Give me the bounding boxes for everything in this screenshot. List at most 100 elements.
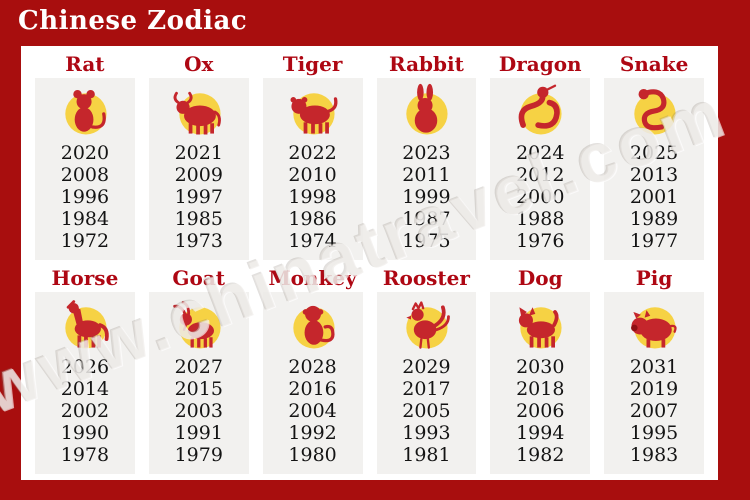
- zodiac-column: 2028 2016 2004 1992 1980: [262, 292, 363, 474]
- zodiac-year: 2030: [516, 356, 565, 378]
- zodiac-year: 1989: [629, 208, 679, 230]
- monkey-icon: [263, 296, 363, 356]
- zodiac-year: 1978: [60, 444, 110, 466]
- zodiac-animal-name: Rabbit: [388, 52, 464, 76]
- zodiac-year: 2029: [402, 356, 451, 378]
- zodiac-year: 1987: [402, 208, 451, 230]
- zodiac-animal-name: Tiger: [282, 52, 343, 76]
- zodiac-year: 1980: [288, 444, 337, 466]
- zodiac-year: 1976: [516, 230, 565, 252]
- zodiac-cell: Monkey 2028 2016 2004 1992 1980: [262, 266, 363, 474]
- zodiac-year: 2031: [629, 356, 679, 378]
- zodiac-column: 2024 2012 2000 1988 1976: [490, 78, 591, 260]
- zodiac-year: 1996: [60, 186, 110, 208]
- zodiac-year: 2021: [174, 142, 223, 164]
- dragon-icon: [490, 82, 590, 142]
- zodiac-year: 2006: [516, 400, 565, 422]
- zodiac-cell: Rat 2020 2008 1996 1984 1972: [35, 52, 135, 260]
- zodiac-year: 1999: [402, 186, 451, 208]
- zodiac-cell: Dragon 2024 2012 2000 1988 1976: [490, 52, 591, 260]
- zodiac-year: 1982: [516, 444, 565, 466]
- zodiac-grid: Rat 2020 2008 1996 1984 1972 Ox 2021 2009 1997…: [35, 52, 704, 474]
- zodiac-cell: Goat 2027 2015 2003 1991 1979: [148, 266, 249, 474]
- zodiac-year: 2005: [402, 400, 451, 422]
- zodiac-year: 2028: [288, 356, 337, 378]
- zodiac-year: 2026: [60, 356, 110, 378]
- zodiac-year: 2027: [174, 356, 223, 378]
- zodiac-years-list: 2028 2016 2004 1992 1980: [263, 356, 363, 466]
- zodiac-year: 1975: [402, 230, 451, 252]
- zodiac-year: 2025: [629, 142, 679, 164]
- zodiac-year: 2009: [174, 164, 223, 186]
- zodiac-animal-name: Goat: [172, 266, 226, 290]
- zodiac-years-list: 2023 2011 1999 1987 1975: [377, 142, 477, 252]
- zodiac-cell: Dog 2030 2018 2006 1994 1982: [490, 266, 591, 474]
- zodiac-years-list: 2021 2009 1997 1985 1973: [149, 142, 249, 252]
- zodiac-year: 1994: [516, 422, 565, 444]
- rat-icon: [35, 82, 135, 142]
- zodiac-year: 2024: [516, 142, 565, 164]
- zodiac-year: 2002: [60, 400, 110, 422]
- zodiac-year: 1997: [174, 186, 223, 208]
- zodiac-year: 1991: [174, 422, 223, 444]
- zodiac-cell: Horse 2026 2014 2002 1990 1978: [35, 266, 135, 474]
- zodiac-animal-name: Horse: [51, 266, 119, 290]
- zodiac-year: 1985: [174, 208, 223, 230]
- zodiac-animal-name: Dog: [517, 266, 563, 290]
- zodiac-year: 2015: [174, 378, 223, 400]
- zodiac-year: 2007: [629, 400, 679, 422]
- zodiac-animal-name: Ox: [184, 52, 214, 76]
- zodiac-year: 2012: [516, 164, 565, 186]
- page-title: Chinese Zodiac: [18, 6, 248, 36]
- rooster-icon: [377, 296, 477, 356]
- zodiac-cell: Rooster 2029 2017 2005 1993 1981: [376, 266, 477, 474]
- zodiac-years-list: 2020 2008 1996 1984 1972: [35, 142, 135, 252]
- zodiac-animal-name: Monkey: [268, 266, 357, 290]
- zodiac-year: 1977: [629, 230, 679, 252]
- zodiac-year: 2004: [288, 400, 337, 422]
- zodiac-cell: Pig 2031 2019 2007 1995 1983: [604, 266, 704, 474]
- zodiac-year: 1995: [629, 422, 679, 444]
- zodiac-year: 1984: [60, 208, 110, 230]
- zodiac-column: 2023 2011 1999 1987 1975: [376, 78, 477, 260]
- zodiac-panel: Rat 2020 2008 1996 1984 1972 Ox 2021 2009 1997…: [21, 46, 718, 480]
- zodiac-years-list: 2025 2013 2001 1989 1977: [604, 142, 704, 252]
- zodiac-year: 1988: [516, 208, 565, 230]
- zodiac-column: 2021 2009 1997 1985 1973: [148, 78, 249, 260]
- zodiac-year: 2008: [60, 164, 110, 186]
- zodiac-years-list: 2026 2014 2002 1990 1978: [35, 356, 135, 466]
- zodiac-year: 1983: [629, 444, 679, 466]
- zodiac-animal-name: Dragon: [498, 52, 582, 76]
- zodiac-year: 2022: [288, 142, 337, 164]
- zodiac-cell: Rabbit 2023 2011 1999 1987 1975: [376, 52, 477, 260]
- tiger-icon: [263, 82, 363, 142]
- zodiac-year: 2011: [402, 164, 451, 186]
- zodiac-years-list: 2027 2015 2003 1991 1979: [149, 356, 249, 466]
- zodiac-cell: Ox 2021 2009 1997 1985 1973: [148, 52, 249, 260]
- zodiac-column: 2030 2018 2006 1994 1982: [490, 292, 591, 474]
- zodiac-animal-name: Pig: [635, 266, 673, 290]
- zodiac-cell: Tiger 2022 2010 1998 1986 1974: [262, 52, 363, 260]
- zodiac-years-list: 2029 2017 2005 1993 1981: [377, 356, 477, 466]
- zodiac-years-list: 2030 2018 2006 1994 1982: [490, 356, 590, 466]
- dog-icon: [490, 296, 590, 356]
- zodiac-year: 1986: [288, 208, 337, 230]
- zodiac-year: 2020: [60, 142, 110, 164]
- zodiac-animal-name: Rooster: [382, 266, 470, 290]
- zodiac-year: 1979: [174, 444, 223, 466]
- zodiac-year: 2000: [516, 186, 565, 208]
- zodiac-year: 2018: [516, 378, 565, 400]
- zodiac-year: 2014: [60, 378, 110, 400]
- zodiac-year: 1990: [60, 422, 110, 444]
- snake-icon: [604, 82, 704, 142]
- rabbit-icon: [377, 82, 477, 142]
- ox-icon: [149, 82, 249, 142]
- zodiac-years-list: 2024 2012 2000 1988 1976: [490, 142, 590, 252]
- zodiac-years-list: 2031 2019 2007 1995 1983: [604, 356, 704, 466]
- zodiac-year: 2010: [288, 164, 337, 186]
- zodiac-years-list: 2022 2010 1998 1986 1974: [263, 142, 363, 252]
- zodiac-year: 2017: [402, 378, 451, 400]
- zodiac-year: 1972: [60, 230, 110, 252]
- zodiac-column: 2020 2008 1996 1984 1972: [35, 78, 135, 260]
- zodiac-column: 2027 2015 2003 1991 1979: [148, 292, 249, 474]
